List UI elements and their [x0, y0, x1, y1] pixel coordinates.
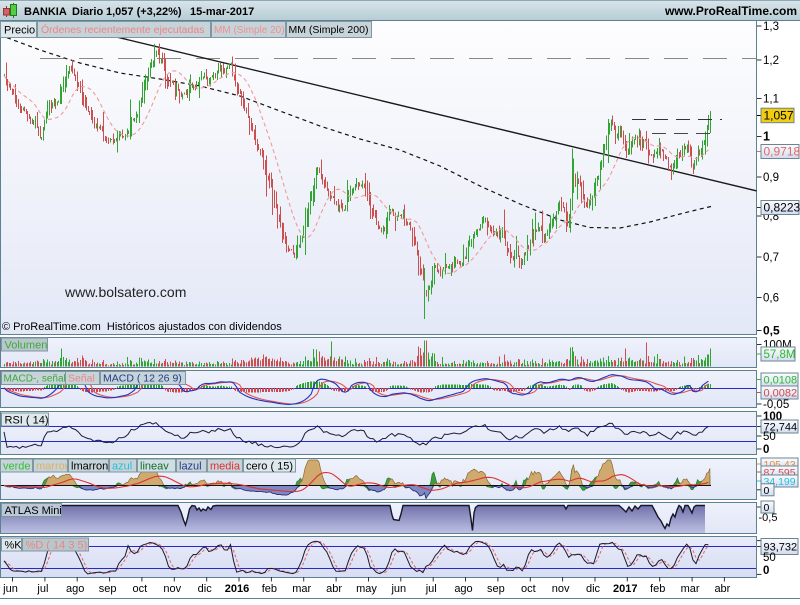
svg-text:© ProRealTime.com Históricos: © ProRealTime.com Históricos ajustados c…	[2, 321, 282, 333]
svg-text:1,057 (+3,22%): 1,057 (+3,22%)	[106, 6, 182, 18]
svg-text:0,5: 0,5	[763, 324, 780, 338]
svg-text:sep: sep	[99, 583, 117, 595]
svg-text:jul: jul	[36, 583, 48, 595]
svg-text:verde: verde	[3, 461, 31, 473]
svg-text:marron: marron	[36, 461, 71, 473]
svg-text:www.ProRealTime.com: www.ProRealTime.com	[664, 4, 797, 18]
svg-text:1: 1	[763, 130, 770, 144]
svg-text:2017: 2017	[613, 583, 637, 595]
svg-text:ago: ago	[66, 583, 84, 595]
svg-text:-0,5: -0,5	[759, 512, 778, 524]
svg-text:RSI ( 14): RSI ( 14)	[5, 415, 49, 427]
svg-text:dic: dic	[586, 583, 601, 595]
svg-text:0: 0	[763, 444, 769, 456]
svg-text:www.bolsatero.com: www.bolsatero.com	[64, 284, 186, 300]
svg-text:1,1: 1,1	[763, 94, 779, 106]
svg-text:2016: 2016	[225, 583, 249, 595]
svg-text:may: may	[356, 583, 377, 595]
svg-text:feb: feb	[650, 583, 665, 595]
svg-text:nov: nov	[552, 583, 570, 595]
svg-text:Señal: Señal	[68, 373, 95, 385]
svg-text:0,7: 0,7	[763, 252, 779, 264]
svg-text:0,0082: 0,0082	[764, 388, 798, 400]
svg-text:jun: jun	[2, 583, 18, 595]
svg-text:sep: sep	[487, 583, 505, 595]
svg-text:Volumen: Volumen	[5, 340, 48, 352]
svg-text:jun: jun	[390, 583, 406, 595]
svg-text:MM (Simple 200): MM (Simple 200)	[289, 24, 369, 36]
svg-text:oct: oct	[133, 583, 148, 595]
svg-text:0: 0	[763, 565, 769, 577]
svg-text:mar: mar	[681, 583, 700, 595]
svg-text:azul: azul	[112, 461, 132, 473]
svg-text:media: media	[210, 461, 241, 473]
svg-text:1,057: 1,057	[764, 109, 794, 123]
svg-text:Diario: Diario	[72, 6, 103, 18]
svg-text:MACD-, señal: MACD-, señal	[4, 374, 66, 385]
svg-text:57,8M: 57,8M	[764, 349, 796, 361]
svg-text:mar: mar	[292, 583, 311, 595]
svg-text:lazul: lazul	[179, 461, 202, 473]
svg-text:0,9718: 0,9718	[764, 145, 800, 159]
svg-text:%K: %K	[5, 540, 23, 552]
svg-text:cero ( 15): cero ( 15)	[246, 461, 293, 473]
svg-text:1,3: 1,3	[763, 21, 779, 33]
svg-text:0: 0	[764, 485, 770, 497]
svg-text:ATLAS Mini: ATLAS Mini	[5, 505, 62, 517]
svg-text:dic: dic	[198, 583, 213, 595]
svg-text:abr: abr	[714, 583, 730, 595]
svg-text:0,6: 0,6	[763, 293, 779, 305]
svg-text:MACD ( 12 26 9): MACD ( 12 26 9)	[103, 373, 182, 385]
svg-text:MM (Simple 20): MM (Simple 20)	[214, 25, 285, 36]
svg-text:ago: ago	[454, 583, 472, 595]
svg-text:15-mar-2017: 15-mar-2017	[190, 6, 254, 18]
svg-text:oct: oct	[521, 583, 536, 595]
svg-text:1,2: 1,2	[763, 55, 779, 67]
svg-text:abr: abr	[326, 583, 342, 595]
svg-text:0,0108: 0,0108	[764, 375, 798, 387]
svg-text:feb: feb	[262, 583, 277, 595]
svg-text:lmarron: lmarron	[71, 461, 108, 473]
svg-text:nov: nov	[163, 583, 181, 595]
svg-text:BANKIA: BANKIA	[24, 6, 67, 18]
svg-text:Órdenes recientemente ejecutad: Órdenes recientemente ejecutadas	[41, 23, 204, 36]
svg-text:50: 50	[763, 431, 776, 443]
svg-text:jul: jul	[425, 583, 437, 595]
svg-text:-0,05: -0,05	[763, 399, 789, 411]
svg-text:%D ( 14 3 5): %D ( 14 3 5)	[26, 540, 88, 552]
svg-text:50: 50	[763, 552, 776, 564]
svg-text:Precio: Precio	[4, 25, 35, 37]
svg-text:0,9: 0,9	[763, 172, 779, 184]
svg-text:lineav: lineav	[140, 461, 169, 473]
svg-text:0,8223: 0,8223	[764, 201, 800, 215]
